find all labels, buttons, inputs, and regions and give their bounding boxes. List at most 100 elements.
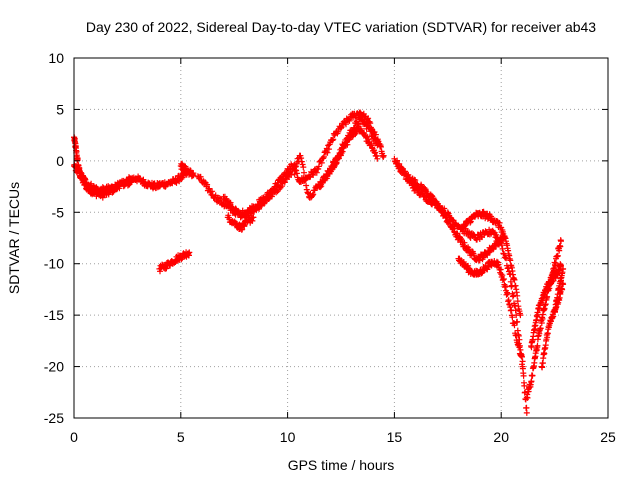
data-point bbox=[560, 281, 567, 288]
data-point bbox=[293, 163, 300, 170]
data-point bbox=[523, 404, 530, 411]
x-tick-label: 20 bbox=[493, 429, 509, 445]
data-point bbox=[365, 115, 372, 122]
data-point bbox=[515, 340, 522, 347]
data-point bbox=[524, 394, 531, 401]
data-point bbox=[517, 312, 524, 319]
x-tick-label: 10 bbox=[280, 429, 296, 445]
data-point bbox=[113, 186, 120, 193]
data-point bbox=[226, 201, 233, 207]
data-point bbox=[398, 164, 405, 171]
data-point bbox=[338, 125, 344, 132]
data-point bbox=[281, 179, 288, 186]
data-point bbox=[520, 372, 527, 379]
data-point bbox=[538, 320, 545, 326]
data-point bbox=[310, 191, 317, 198]
data-point bbox=[335, 128, 342, 135]
data-point bbox=[190, 172, 197, 179]
y-tick-label: -15 bbox=[44, 307, 64, 323]
data-point bbox=[278, 183, 285, 190]
y-axis-label: SDTVAR / TECUs bbox=[6, 182, 22, 294]
data-point bbox=[301, 169, 307, 176]
data-points-layer bbox=[71, 109, 567, 416]
data-point bbox=[402, 170, 409, 177]
y-tick-label: -5 bbox=[52, 204, 65, 220]
data-point bbox=[542, 301, 549, 308]
data-point bbox=[318, 159, 325, 166]
y-tick-label: 5 bbox=[56, 101, 64, 117]
y-tick-label: -25 bbox=[44, 410, 64, 426]
data-point bbox=[529, 372, 536, 379]
data-point bbox=[298, 155, 305, 162]
y-tick-label: 0 bbox=[56, 153, 64, 169]
data-point bbox=[293, 170, 300, 177]
data-point bbox=[539, 297, 546, 304]
data-point bbox=[444, 209, 451, 216]
data-point bbox=[303, 186, 310, 193]
data-point bbox=[327, 168, 334, 175]
x-tick-label: 0 bbox=[70, 429, 78, 445]
data-point bbox=[325, 146, 332, 153]
data-point bbox=[330, 136, 337, 143]
chart-title: Day 230 of 2022, Sidereal Day-to-day VTE… bbox=[86, 19, 596, 35]
data-point bbox=[534, 311, 541, 318]
y-tick-label: -10 bbox=[44, 256, 64, 272]
data-point bbox=[514, 298, 521, 305]
data-point bbox=[521, 382, 528, 389]
data-point bbox=[528, 378, 535, 385]
data-point bbox=[309, 192, 316, 199]
data-point bbox=[186, 249, 193, 256]
data-point bbox=[128, 178, 135, 185]
x-tick-label: 25 bbox=[600, 429, 616, 445]
data-point bbox=[514, 292, 521, 299]
data-point bbox=[367, 126, 374, 133]
data-point bbox=[241, 223, 248, 230]
data-point bbox=[300, 164, 307, 171]
data-point bbox=[492, 243, 499, 250]
data-point bbox=[304, 189, 311, 196]
data-point bbox=[250, 214, 257, 221]
data-point bbox=[557, 243, 564, 250]
data-point bbox=[558, 238, 564, 245]
data-point bbox=[511, 276, 518, 283]
data-point bbox=[298, 158, 305, 165]
grid-layer bbox=[74, 58, 608, 418]
data-point bbox=[558, 262, 564, 269]
data-point bbox=[498, 242, 505, 249]
data-point bbox=[261, 200, 268, 207]
data-point bbox=[374, 155, 381, 162]
data-point bbox=[500, 276, 507, 282]
data-point bbox=[534, 342, 541, 349]
data-point bbox=[309, 171, 316, 178]
data-point bbox=[313, 169, 320, 176]
data-point bbox=[512, 282, 519, 289]
data-point bbox=[310, 172, 317, 178]
data-point bbox=[422, 192, 428, 199]
data-point bbox=[380, 152, 387, 159]
data-point bbox=[514, 318, 521, 325]
data-point bbox=[484, 266, 491, 273]
data-point bbox=[554, 252, 561, 259]
y-tick-label: 10 bbox=[48, 50, 64, 66]
data-point bbox=[441, 205, 448, 212]
data-point bbox=[509, 314, 516, 321]
plot-frame bbox=[73, 57, 609, 419]
data-point bbox=[157, 268, 163, 275]
data-point bbox=[163, 265, 170, 272]
data-point bbox=[508, 307, 515, 314]
data-point bbox=[551, 265, 558, 272]
data-point bbox=[537, 325, 544, 332]
data-point bbox=[302, 176, 309, 183]
data-point bbox=[346, 117, 353, 124]
data-point bbox=[560, 265, 567, 272]
data-point bbox=[197, 173, 204, 180]
ticks-layer: 0 5 10 15 20 25 -25 -20 -15 -10 -5 0 5 10 bbox=[44, 50, 616, 445]
data-point bbox=[504, 290, 511, 297]
data-point bbox=[292, 164, 299, 170]
data-point bbox=[329, 137, 336, 144]
data-point bbox=[268, 193, 275, 200]
data-point bbox=[204, 181, 211, 188]
data-point bbox=[324, 149, 331, 156]
data-point bbox=[374, 142, 381, 149]
